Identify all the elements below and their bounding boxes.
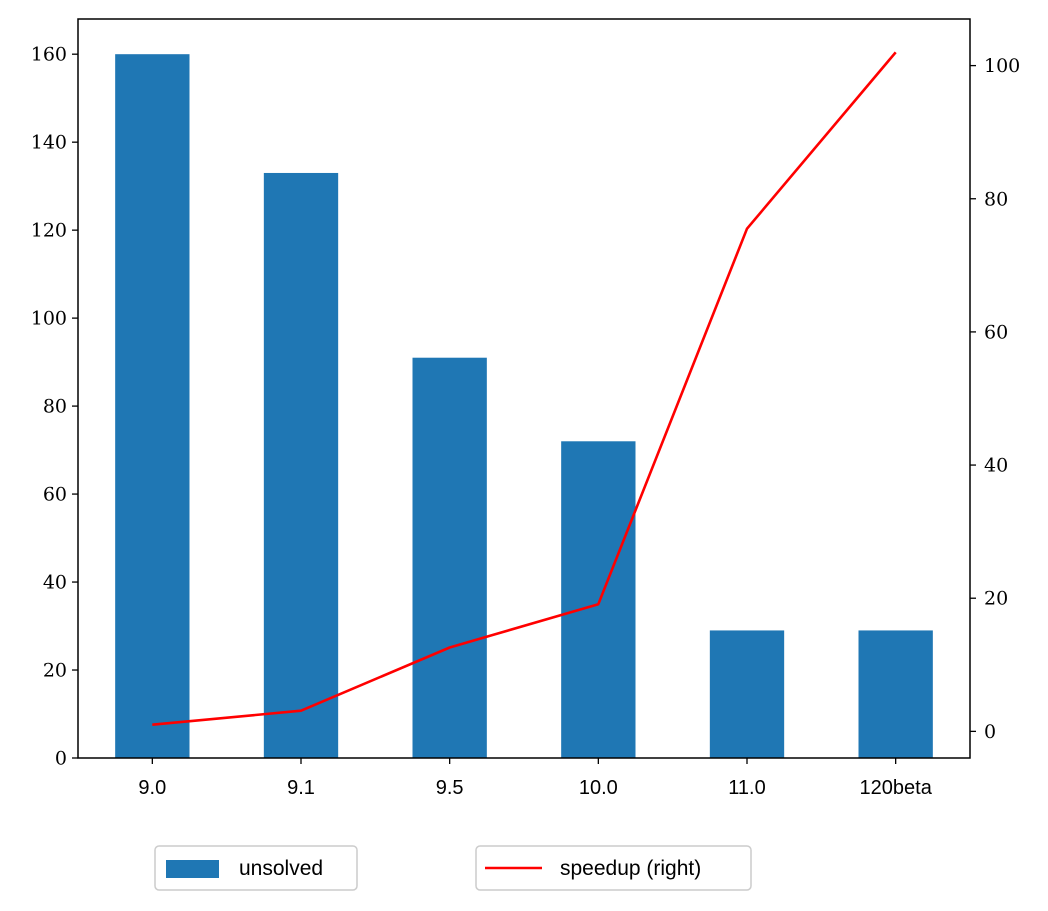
legend-label: unsolved bbox=[239, 857, 323, 880]
legend-speedup: speedup (right) bbox=[475, 845, 752, 891]
bar-10.0 bbox=[561, 441, 636, 758]
bar-9.0 bbox=[115, 54, 190, 758]
plot-area-frame bbox=[77, 18, 971, 759]
x-tick-label-9.1: 9.1 bbox=[287, 777, 315, 799]
legend-group: unsolved speedup (right) bbox=[154, 845, 752, 891]
left-tick-label: 60 bbox=[43, 484, 67, 506]
right-tick-label: 60 bbox=[984, 321, 1008, 343]
bar-120beta bbox=[858, 630, 933, 758]
legend-swatch bbox=[166, 860, 219, 878]
left-tick-label: 0 bbox=[55, 748, 67, 770]
speedup-line bbox=[152, 51, 897, 726]
left-tick-label: 40 bbox=[43, 572, 67, 594]
right-tick-label: 40 bbox=[984, 455, 1008, 477]
right-tick-label: 80 bbox=[984, 188, 1008, 210]
left-tick-label: 80 bbox=[43, 396, 67, 418]
left-tick-label: 120 bbox=[31, 220, 67, 242]
x-axis: 9.0 9.1 9.5 10.0 11.0 120beta bbox=[138, 758, 933, 799]
legend-box bbox=[154, 845, 358, 891]
x-tick-label-9.5: 9.5 bbox=[436, 777, 464, 799]
left-y-axis: 0 20 40 60 80 100 120 140 160 bbox=[31, 44, 78, 770]
right-tick-label: 100 bbox=[984, 55, 1020, 77]
legend-box bbox=[475, 845, 752, 891]
line-series-group bbox=[152, 51, 897, 726]
legend-label: speedup (right) bbox=[560, 857, 701, 880]
x-tick-label-9.0: 9.0 bbox=[138, 777, 166, 799]
right-tick-label: 0 bbox=[984, 721, 996, 743]
bar-series-group bbox=[115, 54, 933, 759]
x-tick-label-10.0: 10.0 bbox=[579, 777, 618, 799]
x-tick-label-11.0: 11.0 bbox=[728, 777, 765, 799]
bar-11.0 bbox=[709, 630, 785, 758]
legend-unsolved: unsolved bbox=[154, 845, 358, 891]
right-y-axis: 0 20 40 60 80 100 bbox=[970, 55, 1020, 743]
left-tick-label: 20 bbox=[43, 660, 67, 682]
bar-9.5 bbox=[412, 357, 487, 758]
left-tick-label: 140 bbox=[31, 132, 67, 154]
bar-9.1 bbox=[263, 172, 339, 759]
left-tick-label: 160 bbox=[31, 44, 67, 66]
right-tick-label: 20 bbox=[984, 588, 1008, 610]
left-tick-label: 100 bbox=[31, 308, 67, 330]
x-tick-label-120beta: 120beta bbox=[860, 777, 933, 799]
